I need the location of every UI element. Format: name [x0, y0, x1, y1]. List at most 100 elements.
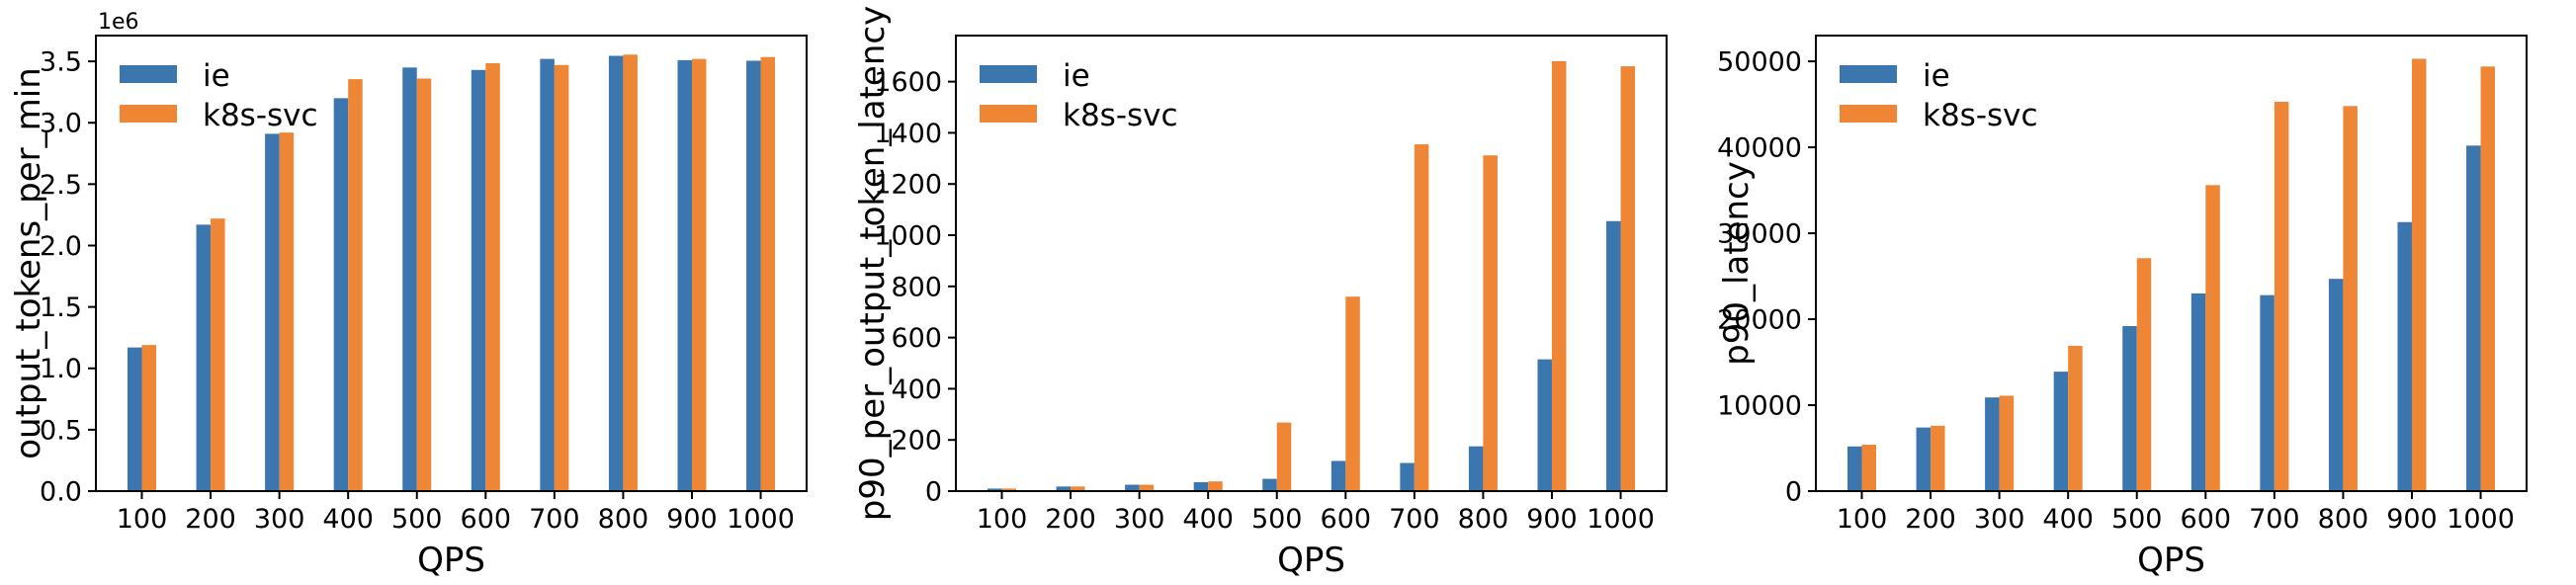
legend-label-ie: ie	[1923, 58, 1950, 94]
legend-label-k8s-svc: k8s-svc	[1923, 98, 2038, 133]
y-tick-label: 600	[891, 323, 942, 354]
y-tick-label: 800	[891, 272, 942, 302]
y-tick-label: 1200	[874, 170, 942, 201]
bar-ie-qps-100	[1847, 446, 1862, 491]
x-tick-label: 700	[2249, 504, 2300, 535]
legend-swatch-ie	[120, 65, 177, 83]
x-tick-label: 500	[391, 504, 443, 535]
y-tick-label: 1600	[874, 67, 942, 98]
bar-k8s-svc-qps-1000	[2480, 66, 2496, 491]
y-tick-label: 400	[891, 375, 942, 405]
bar-ie-qps-600	[2190, 292, 2206, 491]
x-tick-label: 900	[2386, 504, 2438, 535]
bar-k8s-svc-qps-100	[1861, 445, 1876, 491]
x-tick-label: 300	[1114, 504, 1165, 535]
bar-k8s-svc-qps-300	[1999, 395, 2015, 491]
bar-k8s-svc-qps-1000	[760, 56, 776, 491]
bar-ie-qps-900	[677, 59, 692, 491]
bar-ie-qps-300	[1125, 484, 1140, 491]
x-tick-label: 500	[1251, 504, 1303, 535]
bar-ie-qps-500	[1262, 478, 1277, 491]
chart-p90_per_output_token_latency: 0 200 400 600 800 1000 1200 1400 1600 100 200 300 40…	[853, 6, 1668, 580]
bar-ie-qps-800	[2328, 279, 2344, 491]
x-tick-label: 200	[1045, 504, 1096, 535]
bar-k8s-svc-qps-1000	[1620, 66, 1636, 491]
bar-k8s-svc-qps-700	[1414, 144, 1429, 491]
bar-ie-qps-400	[2053, 372, 2069, 491]
x-tick-label: 1000	[1587, 504, 1655, 535]
x-axis-label: QPS	[417, 541, 485, 580]
y-axis-label: output_tokens_per_min	[9, 67, 48, 460]
x-tick-label: 200	[1905, 504, 1956, 535]
bar-k8s-svc-qps-900	[1551, 60, 1567, 492]
bar-k8s-svc-qps-500	[416, 78, 432, 492]
chart-output_tokens_per_min: 0.0 0.5 1.0 1.5 2.0 2.5 3.0 3.5 100 200 300 400 500 6…	[9, 10, 808, 580]
bar-k8s-svc-qps-500	[2136, 258, 2152, 491]
bar-ie-qps-900	[2397, 221, 2412, 491]
bar-ie-qps-900	[1537, 359, 1552, 491]
y-tick-label: 0.0	[40, 477, 82, 508]
bar-ie-qps-100	[987, 488, 1002, 491]
bar-k8s-svc-qps-800	[623, 54, 638, 491]
bar-ie-qps-200	[1056, 486, 1072, 491]
bar-ie-qps-400	[333, 98, 349, 492]
legend-swatch-k8s-svc	[120, 105, 177, 123]
bar-k8s-svc-qps-900	[691, 58, 707, 492]
bar-ie-qps-400	[1193, 481, 1209, 491]
bar-ie-qps-1000	[2466, 145, 2481, 491]
x-tick-label: 800	[1458, 504, 1509, 535]
bar-ie-qps-700	[1400, 462, 1415, 491]
y-tick-label: 3.0	[40, 109, 82, 139]
y-tick-label: 30000	[1717, 219, 1802, 250]
bar-k8s-svc-qps-400	[2068, 346, 2083, 491]
bar-k8s-svc-qps-200	[1931, 425, 1945, 491]
bar-k8s-svc-qps-400	[348, 79, 363, 492]
bar-ie-qps-700	[2260, 294, 2275, 491]
x-tick-label: 500	[2111, 504, 2163, 535]
legend-swatch-ie	[1840, 65, 1897, 83]
bar-ie-qps-200	[1916, 427, 1932, 491]
x-tick-label: 900	[1526, 504, 1578, 535]
x-tick-label: 400	[1182, 504, 1234, 535]
bar-k8s-svc-qps-800	[2343, 106, 2358, 491]
bar-k8s-svc-qps-100	[1001, 488, 1016, 491]
bar-ie-qps-300	[265, 133, 280, 491]
bar-k8s-svc-qps-700	[554, 64, 569, 491]
y-tick-label: 20000	[1717, 305, 1802, 336]
y-tick-label: 1.5	[40, 292, 82, 323]
x-tick-label: 300	[1974, 504, 2025, 535]
x-tick-label: 1000	[727, 504, 795, 535]
x-tick-label: 1000	[2447, 504, 2515, 535]
x-tick-label: 800	[598, 504, 649, 535]
x-tick-label: 800	[2318, 504, 2369, 535]
bar-k8s-svc-qps-600	[2205, 185, 2220, 491]
x-axis-label: QPS	[1277, 541, 1345, 580]
y-tick-label: 1400	[874, 119, 942, 149]
y-tick-label: 2.0	[40, 231, 82, 262]
bar-k8s-svc-qps-300	[279, 132, 295, 491]
x-tick-label: 100	[117, 504, 168, 535]
bar-ie-qps-1000	[746, 60, 761, 491]
y-tick-label: 0	[1785, 477, 1802, 508]
y-tick-label: 10000	[1717, 391, 1802, 422]
x-tick-label: 900	[666, 504, 718, 535]
x-tick-label: 100	[1837, 504, 1888, 535]
bar-k8s-svc-qps-100	[141, 345, 156, 491]
bar-ie-qps-300	[1985, 397, 2000, 491]
legend-label-ie: ie	[1063, 58, 1090, 94]
y-tick-label: 3.5	[40, 47, 82, 78]
chart-p90_latency: 0 10000 20000 30000 40000 50000 100 200 300 400 50…	[1717, 35, 2528, 580]
bar-k8s-svc-qps-600	[485, 62, 500, 492]
x-tick-label: 300	[254, 504, 305, 535]
bar-k8s-svc-qps-900	[2411, 58, 2427, 491]
y-tick-label: 200	[891, 426, 942, 457]
bar-ie-qps-600	[471, 69, 486, 491]
x-tick-label: 700	[529, 504, 580, 535]
y-tick-label: 2.5	[40, 170, 82, 201]
plot-spines	[95, 35, 808, 492]
y-tick-label: 0	[925, 477, 942, 508]
bar-k8s-svc-qps-700	[2274, 101, 2289, 491]
bar-ie-qps-200	[196, 224, 212, 492]
legend-swatch-ie	[980, 65, 1037, 83]
